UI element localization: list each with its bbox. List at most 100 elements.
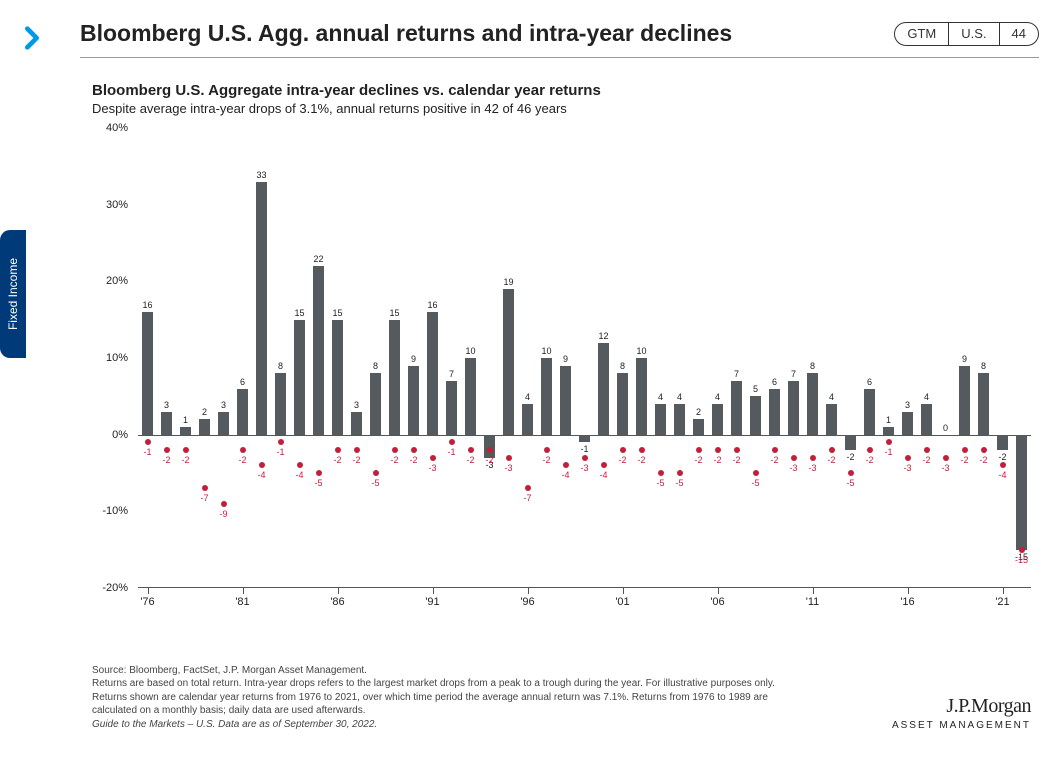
x-tick [623, 588, 624, 594]
bar-value-label: 15 [389, 308, 399, 318]
bar [864, 389, 876, 435]
decline-value-label: -2 [618, 455, 626, 465]
source-text: Source: Bloomberg, FactSet, J.P. Morgan … [92, 664, 792, 732]
bar-value-label: 4 [525, 392, 530, 402]
decline-dot [848, 470, 854, 476]
x-tick [813, 588, 814, 594]
bar-value-label: 3 [221, 400, 226, 410]
bar-value-label: 2 [696, 407, 701, 417]
decline-dot [829, 447, 835, 453]
bar-value-label: 8 [620, 361, 625, 371]
bar [693, 419, 705, 434]
bar [237, 389, 249, 435]
bar [978, 373, 990, 434]
decline-value-label: -5 [371, 478, 379, 488]
bar-value-label: 10 [541, 346, 551, 356]
pill-region: U.S. [949, 23, 999, 45]
decline-dot [924, 447, 930, 453]
decline-value-label: -4 [998, 470, 1006, 480]
decline-value-label: -7 [523, 493, 531, 503]
bar-value-label: 8 [373, 361, 378, 371]
returns-chart: -20%-10%0%10%20%30%40% 16312363381522153… [92, 128, 1031, 588]
chart-subtitle: Bloomberg U.S. Aggregate intra-year decl… [92, 82, 601, 99]
bar [408, 366, 420, 435]
bar-value-label: 7 [791, 369, 796, 379]
chart-description: Despite average intra-year drops of 3.1%… [92, 101, 601, 116]
bar [959, 366, 971, 435]
decline-dot [430, 455, 436, 461]
decline-value-label: -3 [580, 463, 588, 473]
chevron-right-icon[interactable] [18, 24, 46, 52]
bar [332, 320, 344, 435]
bar [902, 412, 914, 435]
decline-dot [468, 447, 474, 453]
bar [674, 404, 686, 435]
decline-value-label: -2 [713, 455, 721, 465]
bar-value-label: 4 [715, 392, 720, 402]
x-tick [148, 588, 149, 594]
bar-value-label: -2 [846, 452, 854, 462]
decline-dot [221, 501, 227, 507]
y-tick-label: 10% [106, 352, 128, 364]
decline-dot [164, 447, 170, 453]
bar-value-label: 6 [772, 377, 777, 387]
x-tick [718, 588, 719, 594]
bar-value-label: -2 [998, 452, 1006, 462]
bar-value-label: 7 [734, 369, 739, 379]
bar [769, 389, 781, 435]
decline-value-label: -4 [599, 470, 607, 480]
bar [351, 412, 363, 435]
decline-dot [962, 447, 968, 453]
x-tick [1003, 588, 1004, 594]
decline-value-label: -2 [865, 455, 873, 465]
bar [446, 381, 458, 435]
decline-dot [373, 470, 379, 476]
decline-value-label: -15 [1015, 555, 1028, 565]
y-tick-label: 30% [106, 199, 128, 211]
x-tick-label: '81 [235, 596, 249, 608]
decline-value-label: -1 [143, 447, 151, 457]
bar-value-label: 22 [313, 254, 323, 264]
bar [370, 373, 382, 434]
bar [788, 381, 800, 435]
chart-subtitle-block: Bloomberg U.S. Aggregate intra-year decl… [92, 82, 601, 116]
decline-dot [886, 439, 892, 445]
decline-value-label: -4 [561, 470, 569, 480]
decline-value-label: -2 [979, 455, 987, 465]
bar-value-label: -1 [580, 444, 588, 454]
decline-dot [772, 447, 778, 453]
decline-value-label: -5 [656, 478, 664, 488]
decline-value-label: -2 [238, 455, 246, 465]
x-tick-label: '16 [900, 596, 914, 608]
bar-value-label: 9 [563, 354, 568, 364]
bar [826, 404, 838, 435]
bar [275, 373, 287, 434]
bar-value-label: 10 [465, 346, 475, 356]
footer: Source: Bloomberg, FactSet, J.P. Morgan … [92, 664, 1031, 732]
decline-value-label: -1 [276, 447, 284, 457]
bar-value-label: 5 [753, 384, 758, 394]
decline-value-label: -4 [295, 470, 303, 480]
decline-value-label: -2 [770, 455, 778, 465]
pill-page: 44 [1000, 23, 1038, 45]
bar [180, 427, 192, 435]
decline-value-label: -2 [409, 455, 417, 465]
y-tick-label: 0% [112, 429, 128, 441]
decline-value-label: -3 [941, 463, 949, 473]
page-number-pill: GTM U.S. 44 [894, 22, 1039, 46]
x-tick-label: '91 [425, 596, 439, 608]
x-tick [243, 588, 244, 594]
decline-value-label: -3 [504, 463, 512, 473]
bar-value-label: 33 [256, 170, 266, 180]
decline-dot [316, 470, 322, 476]
bar [503, 289, 515, 435]
pill-gtm: GTM [895, 23, 949, 45]
bar-value-label: 15 [332, 308, 342, 318]
bar-value-label: 15 [294, 308, 304, 318]
bar [427, 312, 439, 435]
decline-dot [392, 447, 398, 453]
decline-dot [601, 462, 607, 468]
bar [541, 358, 553, 435]
source-line: Guide to the Markets – U.S. Data are as … [92, 718, 792, 732]
decline-dot [582, 455, 588, 461]
